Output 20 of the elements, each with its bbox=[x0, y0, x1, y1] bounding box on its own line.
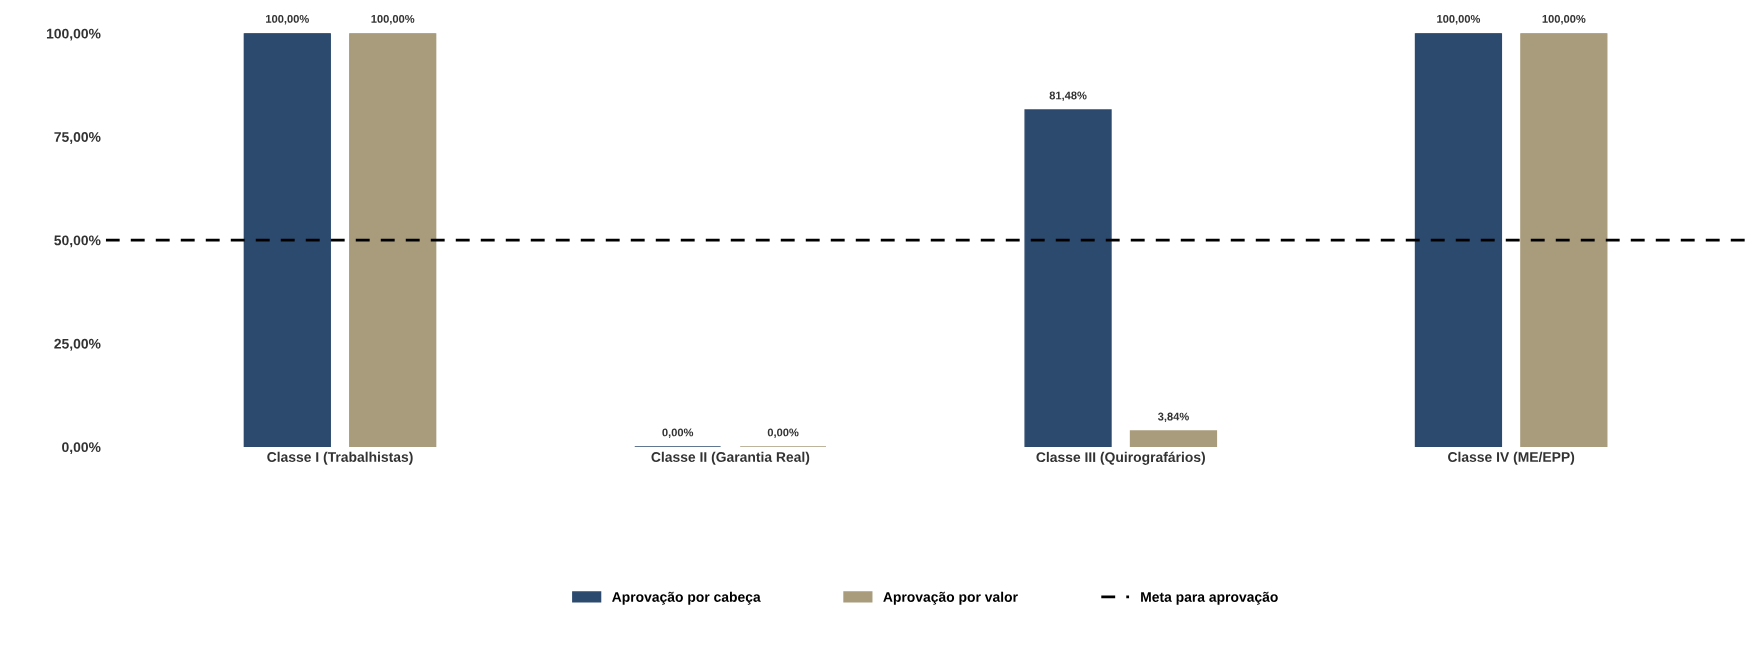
y-tick-label: 75,00% bbox=[54, 132, 101, 144]
data-label: 81,48% bbox=[1049, 91, 1087, 102]
x-tick-label: Classe IV (ME/EPP) bbox=[1448, 451, 1575, 465]
data-label: 100,00% bbox=[1542, 14, 1586, 25]
data-label: 3,84% bbox=[1157, 412, 1189, 423]
data-label: 0,00% bbox=[767, 428, 799, 438]
data-label: 100,00% bbox=[371, 14, 415, 25]
y-tick-label: 100,00% bbox=[46, 28, 101, 41]
data-label: 100,00% bbox=[266, 14, 309, 25]
legend-label: Aprovação por valor bbox=[883, 591, 1018, 605]
y-tick-label: 0,00% bbox=[62, 442, 101, 455]
y-tick-label: 25,00% bbox=[54, 338, 101, 351]
y-tick-label: 50,00% bbox=[54, 235, 101, 248]
legend-label: Meta para aprovação bbox=[1141, 591, 1278, 605]
legend-label: Aprovação por cabeça bbox=[612, 591, 761, 605]
x-tick-label: Classe I (Trabalhistas) bbox=[267, 451, 413, 465]
data-label: 0,00% bbox=[662, 428, 694, 438]
data-label: 100,00% bbox=[1437, 14, 1481, 25]
x-tick-label: Classe III (Quirografários) bbox=[1036, 451, 1205, 465]
x-tick-label: Classe II (Garantia Real) bbox=[651, 451, 810, 465]
